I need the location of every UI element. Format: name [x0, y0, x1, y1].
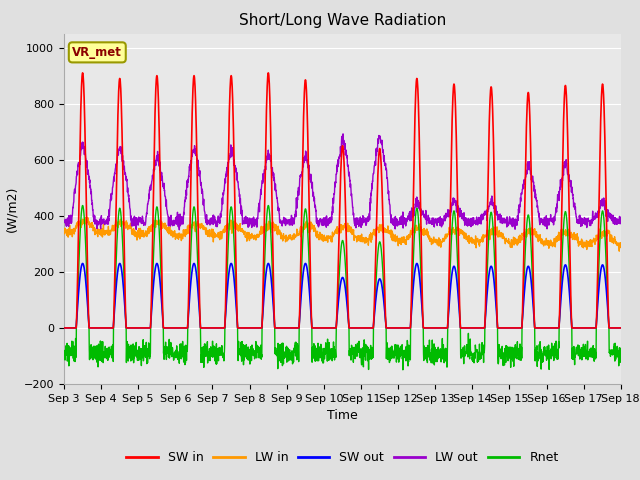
Text: VR_met: VR_met [72, 46, 122, 59]
Title: Short/Long Wave Radiation: Short/Long Wave Radiation [239, 13, 446, 28]
Legend: SW in, LW in, SW out, LW out, Rnet: SW in, LW in, SW out, LW out, Rnet [121, 446, 564, 469]
X-axis label: Time: Time [327, 409, 358, 422]
Y-axis label: (W/m2): (W/m2) [5, 186, 18, 232]
